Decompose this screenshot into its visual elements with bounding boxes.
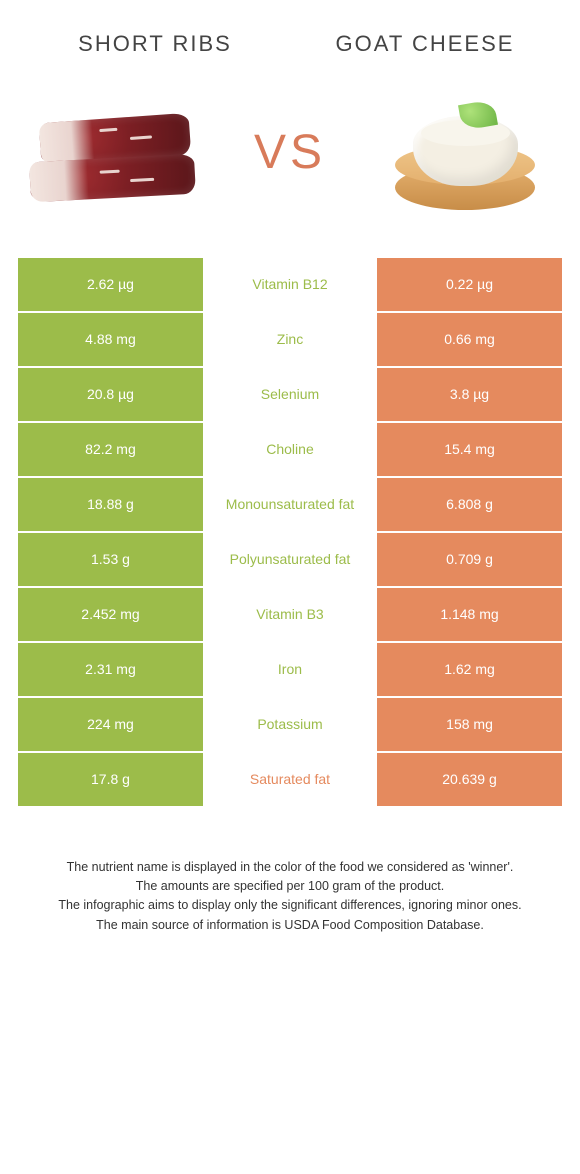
- nutrient-label-cell: Monounsaturated fat: [203, 478, 377, 531]
- footnote-line: The main source of information is USDA F…: [40, 916, 540, 935]
- table-row: 2.31 mgIron1.62 mg: [18, 643, 562, 696]
- right-value-cell: 0.22 µg: [377, 258, 562, 311]
- table-row: 20.8 µgSelenium3.8 µg: [18, 368, 562, 421]
- table-row: 224 mgPotassium158 mg: [18, 698, 562, 751]
- left-value-cell: 82.2 mg: [18, 423, 203, 476]
- table-row: 2.62 µgVitamin B120.22 µg: [18, 258, 562, 311]
- header: SHORT RIBS GOAT CHEESE: [0, 0, 580, 58]
- nutrient-label-cell: Polyunsaturated fat: [203, 533, 377, 586]
- right-value-cell: 1.62 mg: [377, 643, 562, 696]
- right-value-cell: 0.709 g: [377, 533, 562, 586]
- right-value-cell: 1.148 mg: [377, 588, 562, 641]
- left-value-cell: 20.8 µg: [18, 368, 203, 421]
- table-row: 82.2 mgCholine15.4 mg: [18, 423, 562, 476]
- right-value-cell: 158 mg: [377, 698, 562, 751]
- footnote-line: The infographic aims to display only the…: [40, 896, 540, 915]
- goat-cheese-image: [365, 78, 560, 228]
- right-value-cell: 15.4 mg: [377, 423, 562, 476]
- nutrient-label-cell: Zinc: [203, 313, 377, 366]
- right-food-title: GOAT CHEESE: [290, 30, 560, 58]
- table-row: 2.452 mgVitamin B31.148 mg: [18, 588, 562, 641]
- vs-label: VS: [254, 125, 326, 180]
- right-value-cell: 20.639 g: [377, 753, 562, 806]
- right-value-cell: 0.66 mg: [377, 313, 562, 366]
- left-value-cell: 4.88 mg: [18, 313, 203, 366]
- left-value-cell: 2.452 mg: [18, 588, 203, 641]
- left-food-title: SHORT RIBS: [20, 30, 290, 58]
- nutrient-label-cell: Vitamin B3: [203, 588, 377, 641]
- table-row: 4.88 mgZinc0.66 mg: [18, 313, 562, 366]
- left-value-cell: 2.62 µg: [18, 258, 203, 311]
- table-row: 18.88 gMonounsaturated fat6.808 g: [18, 478, 562, 531]
- nutrient-label-cell: Potassium: [203, 698, 377, 751]
- left-value-cell: 1.53 g: [18, 533, 203, 586]
- right-value-cell: 6.808 g: [377, 478, 562, 531]
- left-value-cell: 224 mg: [18, 698, 203, 751]
- nutrient-label-cell: Iron: [203, 643, 377, 696]
- right-value-cell: 3.8 µg: [377, 368, 562, 421]
- nutrient-label-cell: Choline: [203, 423, 377, 476]
- table-row: 17.8 gSaturated fat20.639 g: [18, 753, 562, 806]
- short-ribs-image: [20, 78, 215, 228]
- footnote-line: The nutrient name is displayed in the co…: [40, 858, 540, 877]
- footnote-line: The amounts are specified per 100 gram o…: [40, 877, 540, 896]
- table-row: 1.53 gPolyunsaturated fat0.709 g: [18, 533, 562, 586]
- left-value-cell: 17.8 g: [18, 753, 203, 806]
- footnotes: The nutrient name is displayed in the co…: [0, 808, 580, 936]
- left-value-cell: 2.31 mg: [18, 643, 203, 696]
- images-row: VS: [0, 58, 580, 258]
- nutrient-label-cell: Selenium: [203, 368, 377, 421]
- nutrient-label-cell: Vitamin B12: [203, 258, 377, 311]
- comparison-table: 2.62 µgVitamin B120.22 µg4.88 mgZinc0.66…: [0, 258, 580, 806]
- left-value-cell: 18.88 g: [18, 478, 203, 531]
- nutrient-label-cell: Saturated fat: [203, 753, 377, 806]
